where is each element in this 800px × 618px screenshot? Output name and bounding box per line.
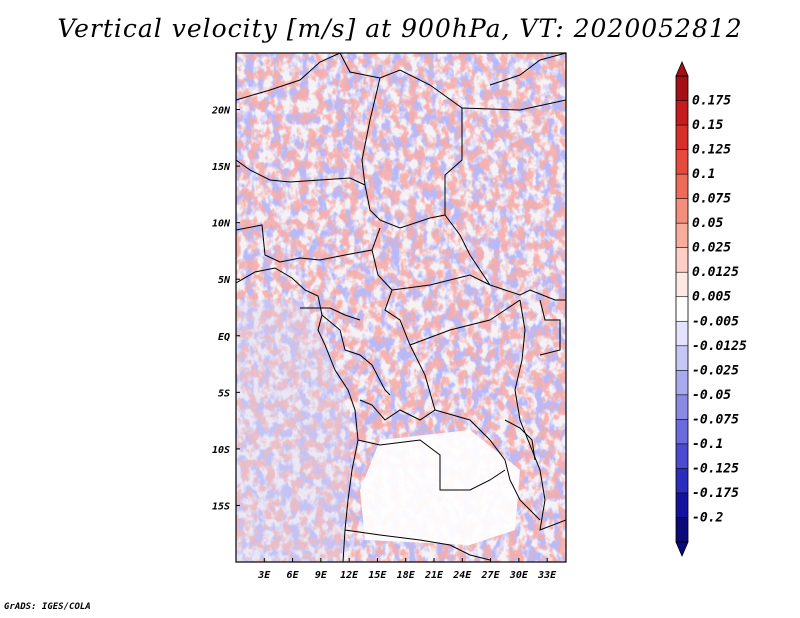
colorbar-segment	[676, 468, 688, 494]
colorbar-label: 0.175	[692, 94, 731, 109]
y-axis: 20N 15N 10N 5N EQ 5S 10S 15S	[211, 106, 240, 512]
colorbar-label: 0.0125	[692, 265, 739, 280]
y-tick-label: 15N	[212, 162, 231, 173]
y-tick-label: 5S	[218, 388, 230, 399]
x-tick-label: 3E	[257, 570, 271, 581]
y-tick-label: 15S	[212, 501, 230, 512]
colorbar-segment	[676, 247, 688, 273]
x-axis: 3E 6E 9E 12E 15E 18E 21E 24E 27E 30E 33E	[257, 558, 557, 581]
country-borders	[236, 53, 566, 562]
x-tick-label: 24E	[452, 570, 472, 581]
colorbar-segment	[676, 149, 688, 175]
colorbar-segment	[676, 296, 688, 322]
colorbar-label: 0.15	[692, 118, 723, 133]
colorbar-segment	[676, 198, 688, 224]
velocity-field	[236, 53, 566, 562]
colorbar-segment	[676, 517, 688, 543]
colorbar-label: -0.175	[692, 486, 739, 501]
colorbar-segment	[676, 419, 688, 445]
map-frame	[235, 52, 567, 563]
colorbar-segment	[676, 443, 688, 469]
colorbar-segment	[676, 272, 688, 298]
x-tick-label: 30E	[509, 570, 529, 581]
y-tick-label: 20N	[211, 106, 231, 117]
x-tick-label: 9E	[315, 570, 328, 581]
colorbar-label: 0.125	[692, 143, 731, 158]
colorbar-max-arrow	[675, 60, 689, 77]
colorbar-label: -0.025	[692, 363, 739, 378]
x-tick-label: 15E	[368, 570, 387, 581]
x-tick-label: 21E	[424, 570, 444, 581]
colorbar-segment	[676, 321, 688, 347]
colorbar-segment	[676, 125, 688, 151]
x-tick-label: 27E	[481, 570, 501, 581]
colorbar-label: -0.005	[692, 314, 739, 329]
chart-title: Vertical velocity [m/s] at 900hPa, VT: 2…	[57, 14, 743, 43]
x-tick-label: 33E	[537, 570, 557, 581]
colorbar-segment	[676, 345, 688, 371]
y-tick-label: 10S	[212, 445, 230, 456]
y-tick-label: 10N	[212, 219, 231, 230]
colorbar-label: 0.05	[692, 216, 723, 231]
colorbar-segment	[676, 223, 688, 249]
colorbar-label: -0.125	[692, 461, 739, 476]
x-tick-label: 6E	[287, 570, 300, 581]
colorbar-label: -0.05	[692, 388, 731, 403]
colorbar-label: -0.075	[692, 412, 739, 427]
colorbar-label: 0.005	[692, 290, 731, 305]
colorbar-label: -0.2	[692, 510, 723, 525]
y-tick-label: EQ	[218, 332, 230, 343]
colorbar-label: 0.1	[692, 167, 715, 182]
colorbar-label: -0.1	[692, 437, 723, 452]
colorbar-label: 0.075	[692, 192, 731, 207]
colorbar-segment	[676, 100, 688, 126]
colorbar-segment	[676, 174, 688, 200]
colorbar-label: -0.0125	[692, 339, 747, 354]
colorbar-min-arrow	[675, 541, 689, 558]
y-tick-label: 5N	[218, 275, 231, 286]
colorbar-segment	[676, 370, 688, 396]
x-tick-label: 18E	[397, 570, 416, 581]
colorbar-segment	[676, 492, 688, 518]
colorbar-segment	[676, 394, 688, 420]
colorbar-segment	[676, 76, 688, 102]
footer-credit: GrADS: IGES/COLA	[4, 602, 91, 612]
colorbar: 0.175 0.15 0.125 0.1 0.075 0.05 0.025 0.0125 0.0…	[675, 60, 747, 558]
x-tick-label: 12E	[340, 570, 359, 581]
colorbar-outline	[675, 75, 689, 543]
colorbar-label: 0.025	[692, 241, 731, 256]
